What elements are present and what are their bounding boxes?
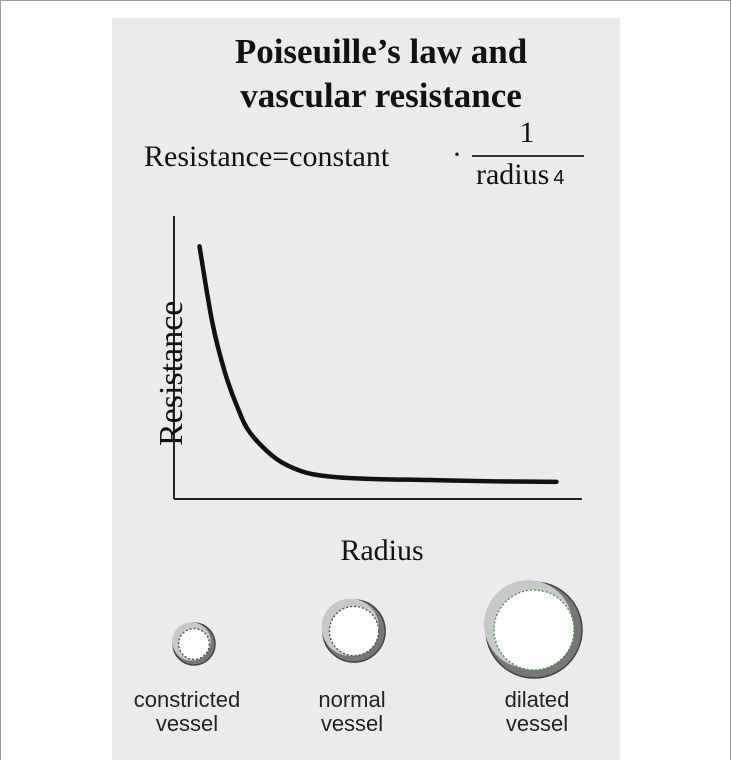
dilated-label-line-2: vessel <box>505 711 569 736</box>
dilated-vessel-icon <box>484 580 583 679</box>
normal-label-line-1: normal <box>318 687 386 712</box>
figure-title: Poiseuille’s law and vascular resistance <box>112 30 620 118</box>
constricted-vessel-label: constricted vessel <box>117 688 257 736</box>
normal-vessel-label: normal vessel <box>292 688 412 736</box>
vessel-lumen <box>328 605 380 657</box>
formula-fraction-bar <box>472 155 584 157</box>
title-line-1: Poiseuille’s law and <box>234 32 528 71</box>
constricted-vessel-icon <box>172 622 216 666</box>
constricted-label-line-1: constricted <box>133 687 241 712</box>
figure-panel: Poiseuille’s law and vascular resistance… <box>112 18 620 760</box>
resistance-radius-chart <box>172 216 583 679</box>
normal-label-line-2: vessel <box>320 711 384 736</box>
formula-lhs: Resistance=constant <box>144 140 390 173</box>
frame-border-left <box>0 0 1 760</box>
resistance-curve <box>197 244 559 485</box>
dilated-label-line-1: dilated <box>504 687 570 712</box>
vessel-lumen <box>177 627 211 661</box>
formula-exponent: 4 <box>553 167 565 189</box>
formula-numerator: 1 <box>519 116 535 149</box>
x-axis-label: Radius <box>340 534 424 567</box>
formula-denominator-text: radius <box>476 158 550 191</box>
y-axis-label: Resistance <box>153 300 190 446</box>
constricted-label-line-2: vessel <box>155 711 219 736</box>
title-line-2: vascular resistance <box>240 76 522 115</box>
vessel-icons <box>172 580 583 679</box>
normal-vessel-icon <box>321 598 386 663</box>
vessel-lumen <box>493 589 575 671</box>
dilated-vessel-label: dilated vessel <box>477 688 597 736</box>
frame-border-top <box>0 0 731 1</box>
formula-multiply-dot: · <box>452 138 462 171</box>
formula-denominator: radius 4 <box>476 158 564 195</box>
